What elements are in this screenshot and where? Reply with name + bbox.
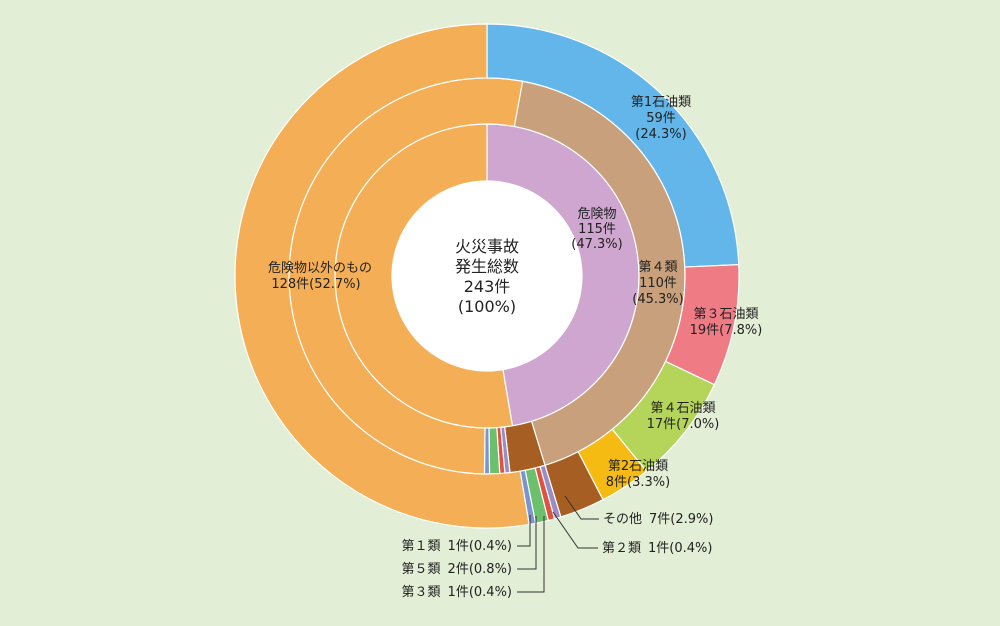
label-petroleum1-name: 第1石油類 — [631, 95, 691, 110]
label-class4-count: 110件 — [639, 276, 677, 291]
label-class3-count: 1件(0.4%) — [448, 585, 512, 600]
label-petroleum2-count: 8件(3.3%) — [606, 475, 670, 490]
label-class5: 第５類 2件(0.8%) — [402, 562, 512, 577]
center-hole — [392, 181, 582, 371]
label-class3-name: 第３類 — [402, 585, 441, 600]
center-label-line-2: 発生総数 — [455, 257, 519, 276]
center-label-line-4: (100%) — [458, 297, 516, 316]
label-petroleum4-name: 第４石油類 — [650, 401, 715, 416]
label-class4-pct: (45.3%) — [632, 292, 683, 307]
label-hazardous-name: 危険物 — [577, 207, 616, 222]
label-other-name: その他 — [603, 512, 642, 527]
label-petroleum3-count: 19件(7.8%) — [690, 323, 763, 338]
label-class2: 第２類 1件(0.4%) — [602, 541, 712, 556]
label-class1: 第１類 1件(0.4%) — [402, 539, 512, 554]
label-class2-count: 1件(0.4%) — [648, 541, 712, 556]
middle-ring-labels: 第４類 110件 (45.3%) — [632, 260, 683, 307]
label-petroleum2-name: 第2石油類 — [608, 459, 668, 474]
label-petroleum1-count: 59件 — [646, 111, 676, 126]
inner-ring-labels: 危険物 115件 (47.3%) — [571, 207, 622, 252]
label-petroleum3-name: 第３石油類 — [693, 307, 758, 322]
leader-line-2 — [517, 515, 531, 547]
label-nonhazardous-count: 128件(52.7%) — [271, 277, 360, 292]
label-class3: 第３類 1件(0.4%) — [402, 585, 512, 600]
label-petroleum1-pct: (24.3%) — [635, 127, 686, 142]
leader-lines — [517, 495, 599, 593]
label-hazardous-count: 115件 — [578, 222, 616, 237]
leader-line-3 — [517, 516, 537, 570]
outer-ring-labels: 第1石油類 59件 (24.3%) 第３石油類 19件(7.8%) 第４石油類 … — [268, 95, 762, 490]
leader-line-0 — [564, 495, 599, 520]
leader-line-1 — [552, 511, 598, 549]
label-nonhazardous-name: 危険物以外のもの — [268, 261, 372, 276]
label-class5-count: 2件(0.8%) — [448, 562, 512, 577]
center-label: 火災事故 発生総数 243件 (100%) — [455, 237, 519, 316]
label-other: その他 7件(2.9%) — [603, 512, 713, 527]
callout-labels: その他 7件(2.9%) 第２類 1件(0.4%) 第１類 1件(0.4%) 第５類 2… — [402, 512, 714, 600]
label-other-count: 7件(2.9%) — [649, 512, 713, 527]
label-class1-name: 第１類 — [402, 539, 441, 554]
label-class4-name: 第４類 — [638, 260, 677, 275]
label-hazardous-pct: (47.3%) — [571, 237, 622, 252]
chart-slices — [234, 23, 740, 529]
label-class1-count: 1件(0.4%) — [448, 539, 512, 554]
ring-2-slice-9 — [234, 23, 530, 529]
center-label-line-3: 243件 — [464, 277, 511, 296]
center-label-line-1: 火災事故 — [455, 237, 519, 256]
label-petroleum4-count: 17件(7.0%) — [647, 417, 720, 432]
label-class2-name: 第２類 — [602, 541, 641, 556]
label-class5-name: 第５類 — [402, 562, 441, 577]
leader-line-4 — [517, 516, 545, 593]
